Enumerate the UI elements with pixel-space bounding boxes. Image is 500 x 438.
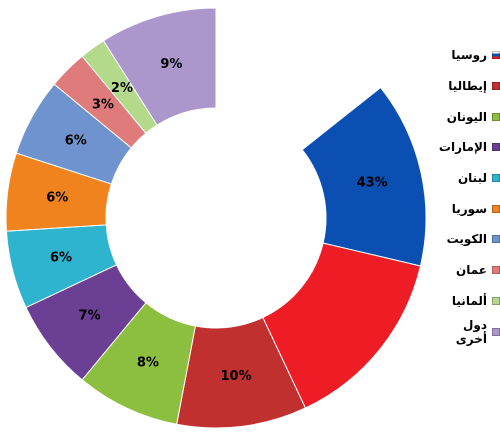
slice-10-label: 9%	[160, 57, 182, 72]
legend-label: الكويت	[446, 232, 487, 247]
legend-label: إيطاليا	[448, 79, 487, 94]
legend-swatch	[492, 327, 500, 336]
legend-label: دول أخرى	[455, 317, 487, 346]
legend-swatch	[492, 266, 500, 275]
slice-10	[102, 7, 217, 126]
legend-item-4: الإمارات	[436, 132, 500, 163]
donut-chart: 43% 10% 8% 7% 6% 6% 6% 3%2% 9%	[5, 7, 427, 429]
legend-label: لبنان	[457, 171, 487, 186]
legend-swatch	[492, 235, 500, 244]
legend-label: الإمارات	[438, 140, 487, 155]
slice-8-label: 3%	[92, 97, 114, 112]
slice-9-label: 2%	[111, 81, 133, 96]
slice-5-label: 6%	[50, 250, 72, 265]
legend-item-5: لبنان	[436, 163, 500, 194]
slice-6-label: 6%	[46, 190, 68, 205]
legend-label: ألمانيا	[451, 293, 487, 308]
slice-2-label: 10%	[220, 369, 251, 384]
donut-slices	[5, 7, 427, 429]
slice-4-label: 7%	[79, 309, 101, 324]
legend-item-9: ألمانيا	[436, 286, 500, 317]
legend-swatch	[492, 112, 500, 121]
legend-label: روسيا	[451, 48, 487, 63]
chart-legend: روسيا إيطاليا اليونان الإمارات لبنان سوريا الك…	[436, 40, 500, 347]
legend-swatch	[492, 143, 500, 152]
legend-item-10: دول أخرى	[436, 316, 500, 347]
legend-label: اليونان	[446, 109, 487, 124]
legend-item-6: سوريا	[436, 193, 500, 224]
legend-label: سوريا	[451, 201, 487, 216]
legend-item-7: الكويت	[436, 224, 500, 255]
legend-swatch	[492, 204, 500, 213]
legend-item-3: اليونان	[436, 101, 500, 132]
slice-labels: 43% 10% 8% 7% 6% 6% 6% 3%2% 9%	[46, 57, 387, 384]
legend-swatch	[492, 82, 500, 91]
legend-swatch	[492, 51, 500, 60]
legend-swatch	[492, 296, 500, 305]
slice-7-label: 6%	[65, 133, 87, 148]
legend-item-8: عمان	[436, 255, 500, 286]
legend-item-2: إيطاليا	[436, 71, 500, 102]
legend-swatch	[492, 174, 500, 183]
legend-item-1: روسيا	[436, 40, 500, 71]
legend-label: عمان	[456, 263, 487, 278]
slice-1-label: 43%	[357, 176, 388, 191]
slice-3-label: 8%	[137, 355, 159, 370]
